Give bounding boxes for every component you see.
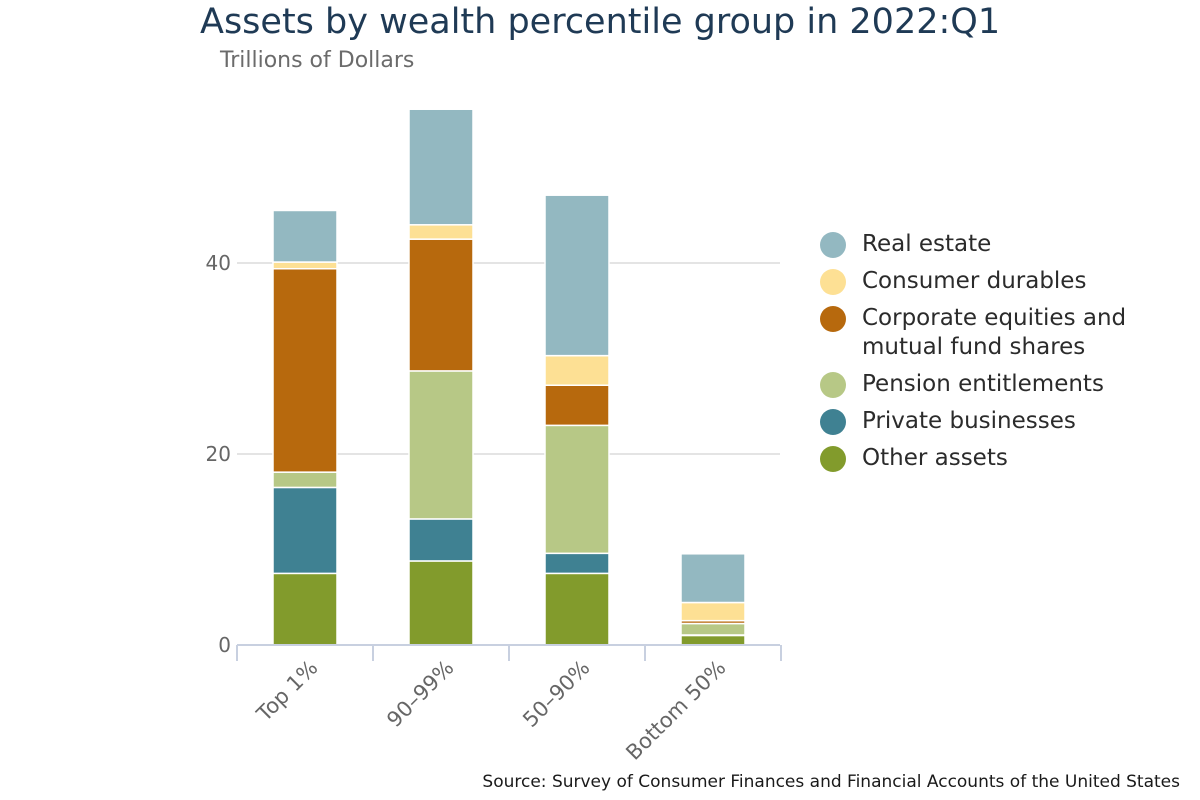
bar-segment[interactable]: [408, 518, 474, 562]
bar-segment[interactable]: [544, 424, 610, 555]
legend-item-corporate-equities[interactable]: Corporate equities and mutual fund share…: [820, 304, 1190, 362]
legend-label: Real estate: [862, 231, 992, 257]
bar-segment[interactable]: [272, 267, 338, 473]
legend-item-private-businesses[interactable]: Private businesses: [820, 407, 1190, 436]
x-tick-label: Bottom 50%: [621, 656, 730, 765]
y-tick-label: 40: [206, 251, 231, 275]
legend-label: Pension entitlements: [862, 371, 1104, 397]
legend-label: Private businesses: [862, 408, 1076, 434]
x-tick-label: 90–99%: [382, 656, 458, 732]
legend-swatch: [820, 372, 846, 398]
y-axis-ticks: 0 20 40: [206, 251, 231, 657]
bar-segment[interactable]: [272, 471, 338, 489]
chart-title: Assets by wealth percentile group in 202…: [200, 2, 1001, 42]
y-tick-label: 20: [206, 442, 231, 466]
legend-item-consumer-durables[interactable]: Consumer durables: [820, 267, 1190, 296]
bar-segment[interactable]: [544, 572, 610, 646]
legend-swatch: [820, 409, 846, 435]
legend: Real estate Consumer durables Corporate …: [820, 230, 1190, 481]
bar-segment[interactable]: [408, 560, 474, 646]
bar-segment[interactable]: [272, 572, 338, 646]
x-tick-label: 50–90%: [518, 656, 594, 732]
bar-segment[interactable]: [680, 622, 746, 636]
legend-label: Corporate equities and mutual fund share…: [862, 305, 1127, 360]
bar-segment[interactable]: [544, 194, 610, 357]
legend-swatch: [820, 269, 846, 295]
bar-segment[interactable]: [544, 384, 610, 427]
bars: [272, 108, 746, 646]
bar-segment[interactable]: [408, 224, 474, 240]
legend-swatch: [820, 306, 846, 332]
bar-segment[interactable]: [544, 552, 610, 575]
legend-swatch: [820, 446, 846, 472]
legend-swatch: [820, 232, 846, 258]
legend-item-other-assets[interactable]: Other assets: [820, 444, 1190, 473]
bar-segment[interactable]: [544, 354, 610, 386]
bar-segment[interactable]: [680, 601, 746, 622]
x-tick-label: Top 1%: [252, 656, 323, 727]
chart-source: Source: Survey of Consumer Finances and …: [482, 772, 1180, 792]
legend-item-real-estate[interactable]: Real estate: [820, 230, 1190, 259]
x-axis: [236, 644, 782, 661]
bar-segment[interactable]: [408, 370, 474, 520]
x-axis-ticks: Top 1% 90–99% 50–90% Bottom 50%: [252, 656, 731, 765]
chart-subtitle: Trillions of Dollars: [220, 48, 415, 73]
bar-segment[interactable]: [680, 634, 746, 646]
bar-segment[interactable]: [680, 553, 746, 604]
bar-segment[interactable]: [272, 261, 338, 270]
legend-item-pension-entitlements[interactable]: Pension entitlements: [820, 370, 1190, 399]
legend-label: Other assets: [862, 445, 1008, 471]
bar-segment[interactable]: [272, 209, 338, 263]
legend-label: Consumer durables: [862, 268, 1087, 294]
bar-segment[interactable]: [408, 108, 474, 226]
y-tick-label: 0: [218, 633, 231, 657]
bar-segment[interactable]: [272, 486, 338, 575]
bar-segment[interactable]: [408, 238, 474, 372]
